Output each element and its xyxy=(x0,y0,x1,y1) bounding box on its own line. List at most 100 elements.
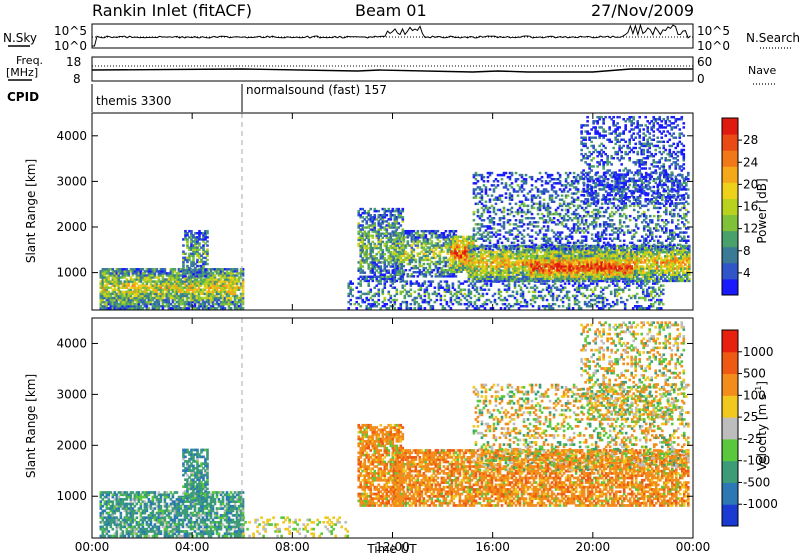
echo-cell xyxy=(229,284,233,287)
echo-cell xyxy=(193,298,197,302)
echo-cell xyxy=(235,280,239,283)
echo-cell xyxy=(519,265,523,268)
echo-cell xyxy=(391,238,395,242)
echo-cell xyxy=(402,246,406,249)
echo-cell xyxy=(392,268,396,272)
echo-cell xyxy=(385,240,389,244)
echo-cell xyxy=(410,229,414,233)
echo-cell xyxy=(357,226,361,229)
echo-cell xyxy=(103,294,107,298)
echo-cell xyxy=(155,298,159,302)
echo-cell xyxy=(607,261,611,264)
echo-cell xyxy=(645,294,649,298)
echo-cell xyxy=(202,238,205,241)
echo-cell xyxy=(643,250,647,254)
echo-cell xyxy=(177,298,181,302)
echo-cell xyxy=(406,236,410,239)
echo-cell xyxy=(457,280,461,283)
echo-cell xyxy=(577,265,581,268)
echo-cell xyxy=(430,236,434,239)
echo-cell xyxy=(349,292,353,296)
echo-cell xyxy=(438,250,442,253)
echo-cell xyxy=(99,274,103,277)
echo-cell xyxy=(195,278,199,281)
echo-cell xyxy=(191,280,195,283)
echo-cell xyxy=(127,307,131,310)
echo-cell xyxy=(631,282,635,285)
echo-cell xyxy=(451,302,455,306)
echo-cell xyxy=(381,257,385,260)
echo-cell xyxy=(359,296,363,300)
echo-cell xyxy=(667,261,671,264)
echo-cell xyxy=(559,277,563,281)
echo-cell xyxy=(361,226,365,229)
echo-cell xyxy=(394,254,398,258)
echo-cell xyxy=(659,263,663,266)
echo-cell xyxy=(557,294,561,298)
echo-cell xyxy=(400,275,404,278)
echo-cell xyxy=(481,284,485,287)
echo-cell xyxy=(515,259,519,262)
echo-cell xyxy=(507,294,511,298)
echo-cell xyxy=(545,250,549,254)
echo-cell xyxy=(635,273,639,276)
echo-cell xyxy=(349,290,353,294)
echo-cell xyxy=(631,269,635,272)
echo-cell xyxy=(177,280,181,283)
echo-cell xyxy=(179,290,183,294)
echo-cell xyxy=(383,263,387,266)
echo-cell xyxy=(595,252,599,256)
echo-cell xyxy=(481,257,485,260)
echo-cell xyxy=(525,255,529,258)
echo-cell xyxy=(111,274,115,277)
echo-cell xyxy=(491,273,495,276)
echo-cell xyxy=(361,269,365,272)
echo-cell xyxy=(383,286,387,289)
echo-cell xyxy=(409,288,413,292)
echo-cell xyxy=(471,263,475,266)
echo-cell xyxy=(547,302,551,306)
echo-cell xyxy=(198,256,201,260)
echo-cell xyxy=(367,265,371,268)
echo-cell xyxy=(607,302,611,306)
echo-cell xyxy=(367,232,371,235)
echo-cell xyxy=(171,282,175,285)
echo-cell xyxy=(585,286,589,289)
echo-cell xyxy=(655,263,659,266)
echo-cell xyxy=(206,254,209,258)
echo-cell xyxy=(462,256,465,259)
echo-cell xyxy=(109,296,113,300)
echo-cell xyxy=(462,243,465,247)
echo-cell xyxy=(583,252,587,256)
echo-cell xyxy=(573,288,577,292)
echo-cell xyxy=(402,244,406,247)
echo-cell xyxy=(182,275,185,278)
echo-cell xyxy=(105,282,109,285)
echo-cell xyxy=(491,261,495,264)
echo-cell xyxy=(446,250,450,253)
echo-cell xyxy=(219,282,223,285)
echo-cell xyxy=(681,265,685,268)
echo-cell xyxy=(363,230,367,233)
echo-cell xyxy=(221,284,225,287)
echo-cell xyxy=(487,279,491,283)
echo-cell xyxy=(137,274,141,277)
echo-cell xyxy=(371,298,375,302)
echo-cell xyxy=(424,244,428,247)
echo-cell xyxy=(473,294,477,298)
echo-cell xyxy=(442,260,446,264)
echo-cell xyxy=(521,255,525,258)
echo-cell xyxy=(621,252,625,256)
echo-cell xyxy=(183,300,187,304)
echo-cell xyxy=(659,298,663,302)
echo-cell xyxy=(593,288,597,292)
echo-cell xyxy=(587,244,591,248)
echo-cell xyxy=(391,209,395,213)
echo-cell xyxy=(125,278,129,281)
echo-cell xyxy=(601,307,605,310)
echo-cell xyxy=(192,262,195,266)
echo-cell xyxy=(649,292,653,296)
echo-cell xyxy=(493,277,497,281)
echo-cell xyxy=(467,273,471,276)
echo-cell xyxy=(677,252,681,256)
